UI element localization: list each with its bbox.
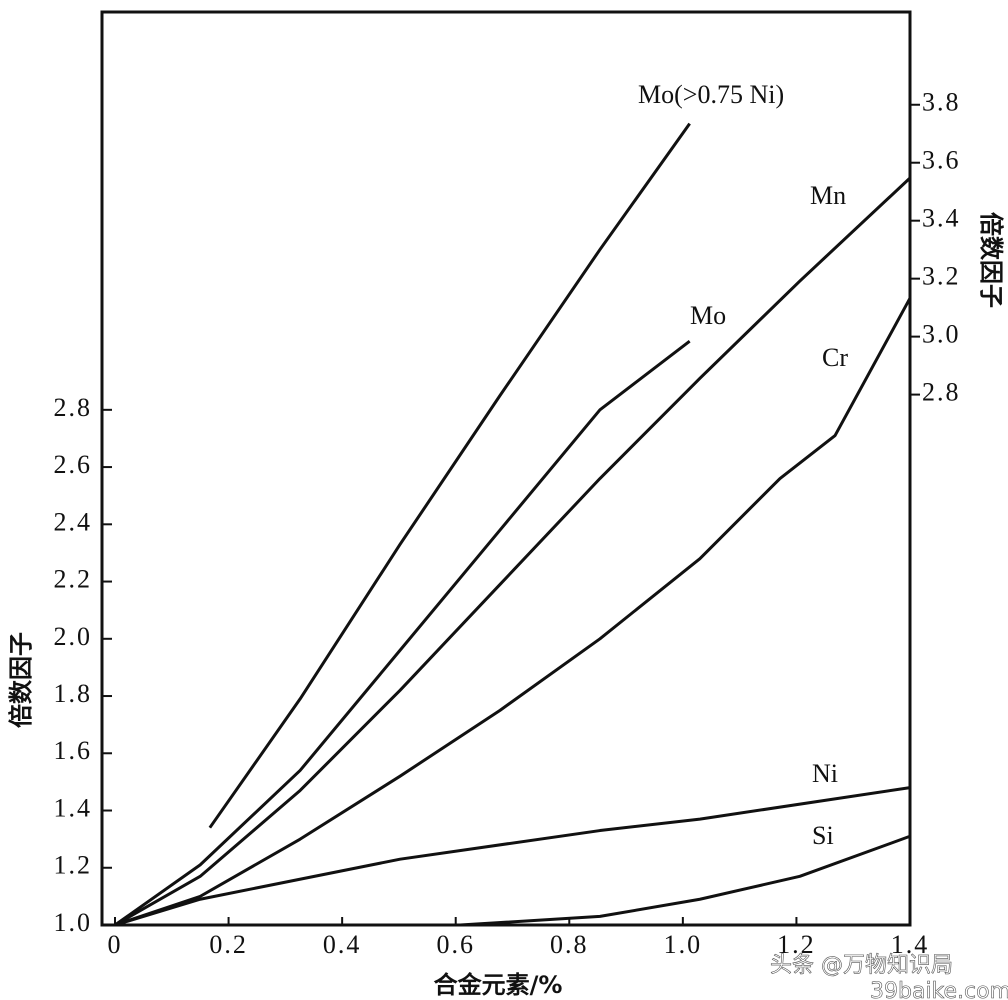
x-tick-label: 0.4 — [323, 930, 362, 959]
watermark: 39baike.com — [870, 979, 1008, 1000]
y-tick-label: 2.6 — [54, 450, 93, 479]
y-tick-label: 1.8 — [54, 679, 93, 708]
x-tick-label: 1.0 — [664, 930, 703, 959]
y-tick-label: 1.2 — [54, 851, 93, 880]
series-label: Cr — [822, 343, 848, 372]
y-axis-label: 倍数因子 — [7, 632, 35, 728]
series-label: Mo(>0.75 Ni) — [638, 80, 784, 109]
y2-tick-label: 3.2 — [922, 262, 961, 291]
y2-tick-label: 3.6 — [922, 146, 961, 175]
plot-frame — [100, 10, 912, 927]
x-tick-label: 1.2 — [777, 930, 816, 959]
x-tick-label: 0.2 — [209, 930, 248, 959]
line — [114, 339, 691, 927]
x-axis-label: 合金元素/% — [434, 971, 563, 999]
series-label: Mo — [690, 301, 726, 330]
y2-tick-label: 3.0 — [922, 320, 961, 349]
y2-tick-label: 2.8 — [922, 378, 961, 407]
watermark: 头条 @万物知识局 — [770, 953, 953, 978]
x-tick-label: 1.4 — [891, 930, 930, 959]
y-tick-label: 2.2 — [54, 565, 93, 594]
x-tick-label: 0.6 — [436, 930, 475, 959]
line — [115, 834, 911, 927]
line — [208, 122, 691, 829]
series-label: Ni — [812, 759, 838, 788]
y2-axis-label: 倍数因子 — [977, 212, 1005, 308]
y2-tick-label: 3.8 — [922, 88, 961, 117]
series-label: Mn — [810, 181, 846, 210]
x-tick-label: 0 — [108, 930, 123, 959]
y-tick-label: 1.0 — [54, 908, 93, 937]
line — [114, 176, 912, 927]
series-label: Si — [812, 821, 834, 850]
y-tick-label: 2.8 — [54, 393, 93, 422]
y-tick-label: 2.4 — [54, 507, 93, 536]
line — [114, 786, 911, 927]
line — [114, 297, 912, 927]
y-tick-label: 2.0 — [54, 622, 93, 651]
y2-tick-label: 3.4 — [922, 204, 961, 233]
x-tick-label: 0.8 — [550, 930, 589, 959]
y-tick-label: 1.6 — [54, 736, 93, 765]
y-tick-label: 1.4 — [54, 793, 93, 822]
